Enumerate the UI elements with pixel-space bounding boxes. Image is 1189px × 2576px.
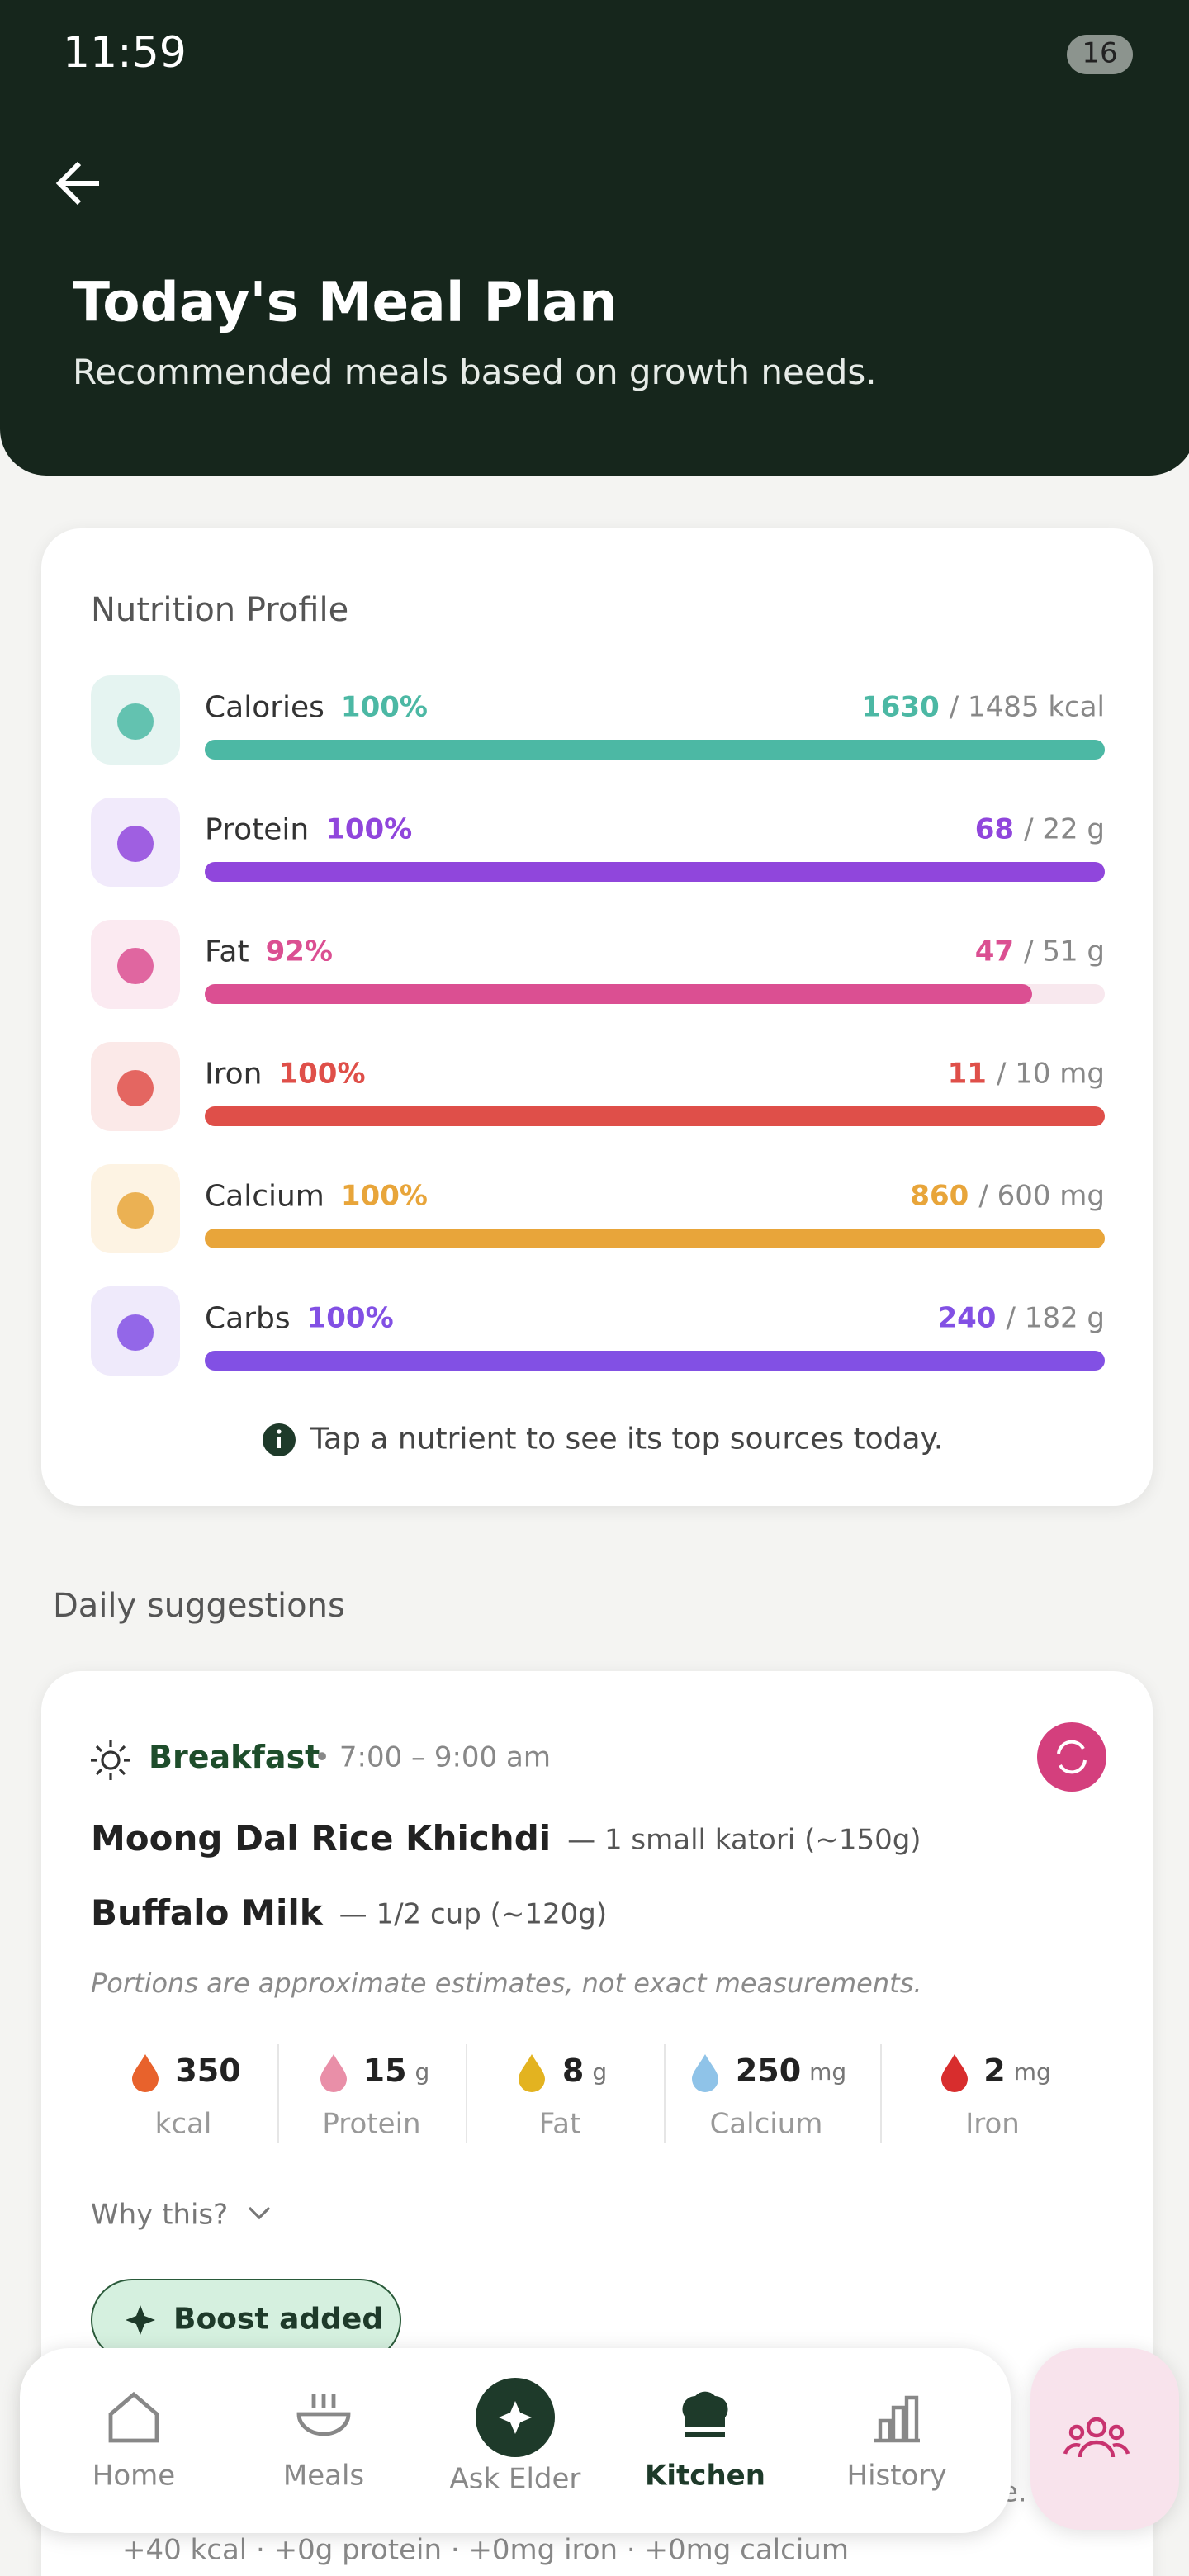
stat-icon — [940, 2054, 968, 2092]
stat-icon — [320, 2054, 347, 2092]
chevron — [248, 2206, 271, 2220]
nutrient-target: / 22 g — [1024, 813, 1105, 847]
page-title: Today's Meal Plan — [73, 269, 618, 334]
progress-bar — [205, 1351, 1105, 1371]
nutrient-consumed: 68 — [974, 813, 1015, 847]
nutrient-consumed: 860 — [910, 1180, 969, 1214]
nutrient-name: Fat — [205, 935, 249, 970]
stat-divider — [879, 2044, 881, 2143]
battery — [1067, 35, 1133, 74]
sun-icon — [91, 1740, 130, 1780]
boost-summary: +40 kcal · +0g protein · +0mg iron · +0m… — [122, 2534, 849, 2568]
nav-label[interactable]: Ask Elder — [449, 2463, 581, 2497]
stat-unit: mg — [809, 2060, 847, 2087]
nav-label[interactable]: Kitchen — [645, 2460, 765, 2493]
nutrient-icon — [117, 703, 154, 740]
nav-label[interactable]: Home — [92, 2460, 176, 2493]
stat-value: 350 — [175, 2053, 241, 2091]
stat-label: Iron — [965, 2108, 1020, 2142]
nav-icon — [108, 2391, 159, 2443]
stat-value: 15 — [362, 2053, 407, 2091]
progress-bar — [205, 862, 1105, 882]
stat-divider — [466, 2044, 467, 2143]
boost-label: Boost added — [173, 2302, 384, 2337]
nutrient-percent: 100% — [340, 1180, 428, 1214]
stat-divider — [663, 2044, 665, 2143]
nutrient-icon — [117, 1314, 154, 1351]
nutrient-target: / 182 g — [1006, 1302, 1105, 1336]
nutrient-target: / 600 mg — [978, 1180, 1105, 1214]
meal-time: • 7:00 – 9:00 am — [314, 1741, 551, 1775]
nutrient-target: / 51 g — [1024, 935, 1105, 969]
progress-bar — [205, 984, 1033, 1004]
card-title: Nutrition Profile — [91, 590, 349, 629]
stat-value: 8 — [561, 2053, 585, 2091]
progress-bar — [205, 1229, 1105, 1248]
progress-bar — [205, 1106, 1105, 1126]
nutrient-consumed: 1630 — [861, 691, 940, 725]
nutrient-name: Carbs — [205, 1301, 291, 1337]
stat-icon — [132, 2054, 159, 2092]
refresh-button[interactable] — [1037, 1722, 1106, 1792]
family-button[interactable] — [1030, 2348, 1179, 2530]
stat-unit: g — [414, 2060, 430, 2087]
info-icon — [263, 1423, 296, 1456]
back-button[interactable] — [50, 157, 109, 210]
nav-icon — [682, 2391, 728, 2437]
nutrient-consumed: 47 — [974, 935, 1015, 969]
battery-level: 16 — [1082, 37, 1118, 71]
status-time: 11:59 — [63, 28, 187, 78]
portion-note: Portions are approximate estimates, not … — [91, 1967, 922, 1999]
nutrient-percent: 100% — [340, 691, 428, 725]
nutrient-icon — [117, 1192, 154, 1229]
progress-bar — [205, 740, 1105, 760]
nutrient-target: / 1485 kcal — [949, 691, 1105, 725]
stat-label: Protein — [322, 2108, 421, 2142]
nutrient-percent: 100% — [306, 1302, 394, 1336]
nutrient-icon — [117, 948, 154, 984]
sparkle-icon — [126, 2305, 155, 2335]
nutrient-icon — [117, 826, 154, 862]
nutrient-target: / 10 mg — [996, 1058, 1105, 1091]
nav-icon — [874, 2395, 920, 2443]
stat-divider — [277, 2044, 279, 2143]
nutrient-consumed: 240 — [937, 1302, 997, 1336]
why-this[interactable]: Why this? — [91, 2199, 229, 2233]
header — [0, 0, 1189, 476]
nutrient-percent: 100% — [278, 1058, 366, 1091]
stat-value: 250 — [735, 2053, 802, 2091]
nutrient-name: Iron — [205, 1057, 263, 1092]
stat-unit: g — [592, 2060, 608, 2087]
nutrient-icon — [117, 1070, 154, 1106]
page-subtitle: Recommended meals based on growth needs. — [73, 352, 877, 392]
meal-name: Breakfast — [149, 1740, 320, 1777]
food-name: Buffalo Milk — [91, 1892, 323, 1933]
nutrient-name: Protein — [205, 812, 310, 848]
nutrition-card — [41, 528, 1153, 1506]
hint: Tap a nutrient to see its top sources to… — [310, 1422, 944, 1457]
nav-icon — [476, 2378, 555, 2457]
stat-value: 2 — [983, 2053, 1006, 2091]
section-title: Daily suggestions — [53, 1585, 345, 1625]
stat-label: Calcium — [709, 2108, 823, 2142]
family-icon — [1063, 2417, 1130, 2458]
food-portion: — 1 small katori (~150g) — [567, 1824, 921, 1858]
nutrient-consumed: 11 — [947, 1058, 987, 1091]
food-portion: — 1/2 cup (~120g) — [339, 1898, 608, 1932]
nutrient-name: Calories — [205, 690, 324, 726]
stat-label: kcal — [154, 2108, 212, 2142]
stat-icon — [692, 2054, 719, 2092]
stat-unit: mg — [1013, 2060, 1051, 2087]
nutrient-percent: 100% — [325, 813, 413, 847]
stat-label: Fat — [538, 2108, 581, 2142]
nav-label[interactable]: Meals — [282, 2460, 365, 2493]
nav-icon — [296, 2394, 351, 2436]
nav-label[interactable]: History — [846, 2460, 947, 2493]
food-name: Moong Dal Rice Khichdi — [91, 1818, 552, 1859]
nutrient-percent: 92% — [265, 935, 333, 969]
stat-icon — [519, 2054, 546, 2092]
nutrient-name: Calcium — [205, 1179, 324, 1215]
